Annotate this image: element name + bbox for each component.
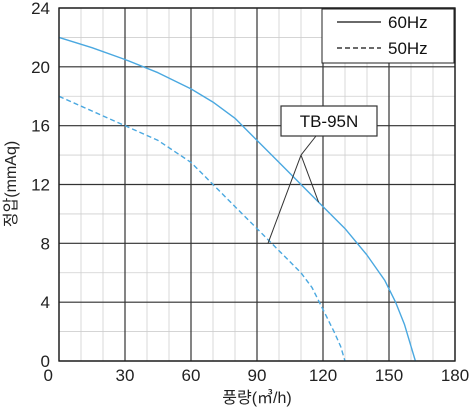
y-tick-label: 24: [31, 0, 50, 18]
legend-label-60hz: 60Hz: [388, 13, 428, 32]
x-axis-label: 풍량(㎥/h): [222, 389, 291, 407]
x-tick-label: 90: [248, 366, 267, 385]
y-axis-label: 정압(mmAq): [2, 141, 20, 227]
callout-pointer: [267, 154, 302, 244]
y-tick-label: 12: [31, 176, 50, 195]
x-tick-label: 120: [309, 366, 337, 385]
x-tick-label: 30: [116, 366, 135, 385]
callout-box: [280, 105, 378, 137]
x-tick-label: 60: [182, 366, 201, 385]
annotation-layer: [267, 135, 320, 244]
y-tick-labels: 0 4 8 12 16 20 24: [31, 0, 50, 371]
y-tick-label: 20: [31, 58, 50, 77]
callout-pointer: [300, 154, 320, 203]
y-tick-label: 4: [41, 293, 50, 312]
callout-leader: [300, 135, 317, 156]
series-line-50hz: [58, 95, 346, 362]
legend: 60Hz 50Hz: [321, 8, 455, 64]
callout-label: TB-95N: [300, 112, 359, 131]
x-tick-label: 180: [441, 366, 469, 385]
x-tick-labels: 0 30 60 90 120 150 180: [44, 366, 470, 385]
series-line-60hz: [58, 36, 417, 362]
legend-box: [321, 8, 455, 64]
y-tick-label: 8: [41, 234, 50, 253]
y-tick-label: 16: [31, 117, 50, 136]
legend-label-50hz: 50Hz: [388, 39, 428, 58]
y-tick-label: 0: [41, 352, 50, 371]
callout: TB-95N: [280, 105, 378, 137]
x-tick-label: 150: [375, 366, 403, 385]
series-layer: [58, 36, 417, 362]
plot-frame: [58, 7, 456, 362]
x-tick-label: 0: [44, 366, 53, 385]
